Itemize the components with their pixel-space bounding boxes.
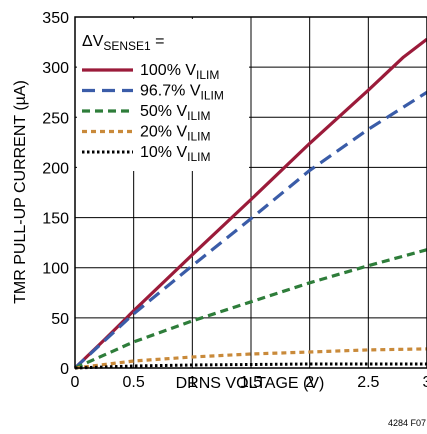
series-layer xyxy=(73,37,427,370)
x-tick-label: 2 xyxy=(305,374,314,391)
x-tick-label: 0.5 xyxy=(123,374,145,391)
y-tick-label: 250 xyxy=(42,110,69,127)
tick-labels: 0 0.5 1 1.5 2 2.5 3 0 50 100 150 200 250 300 350 xyxy=(42,10,427,391)
y-tick-label: 100 xyxy=(42,261,69,278)
series-line-5 xyxy=(74,362,427,370)
x-tick-label: 2.5 xyxy=(357,374,379,391)
y-tick-label: 300 xyxy=(42,60,69,77)
y-tick-label: 200 xyxy=(42,160,69,177)
y-tick-label: 350 xyxy=(42,10,69,27)
figure-id: 4284 F07 xyxy=(388,418,426,428)
legend-background xyxy=(77,19,249,171)
x-tick-label: 0 xyxy=(71,374,80,391)
x-tick-label: 1 xyxy=(188,374,197,391)
legend-label-1: 100% VILIM xyxy=(140,62,219,82)
y-tick-label: 50 xyxy=(51,311,69,328)
legend-label-5: 10% VILIM xyxy=(140,144,210,164)
x-tick-label: 3 xyxy=(423,374,427,391)
x-tick-label: 1.5 xyxy=(240,374,262,391)
y-tick-label: 0 xyxy=(60,361,69,378)
y-tick-label: 150 xyxy=(42,211,69,228)
series-line-1 xyxy=(73,37,427,370)
series-line-3 xyxy=(74,248,427,370)
legend-label-4: 20% VILIM xyxy=(140,124,210,144)
legend-title: ΔVSENSE1 = xyxy=(82,33,165,53)
y-axis-title: TMR PULL-UP CURRENT (µA) xyxy=(12,80,29,304)
x-axis-title: DRNS VOLTAGE (V) xyxy=(176,375,325,392)
legend-label-2: 96.7% VILIM xyxy=(140,83,224,103)
legend-label-3: 50% VILIM xyxy=(140,103,210,123)
series-line-2 xyxy=(73,90,427,370)
plot-frame xyxy=(74,16,427,369)
